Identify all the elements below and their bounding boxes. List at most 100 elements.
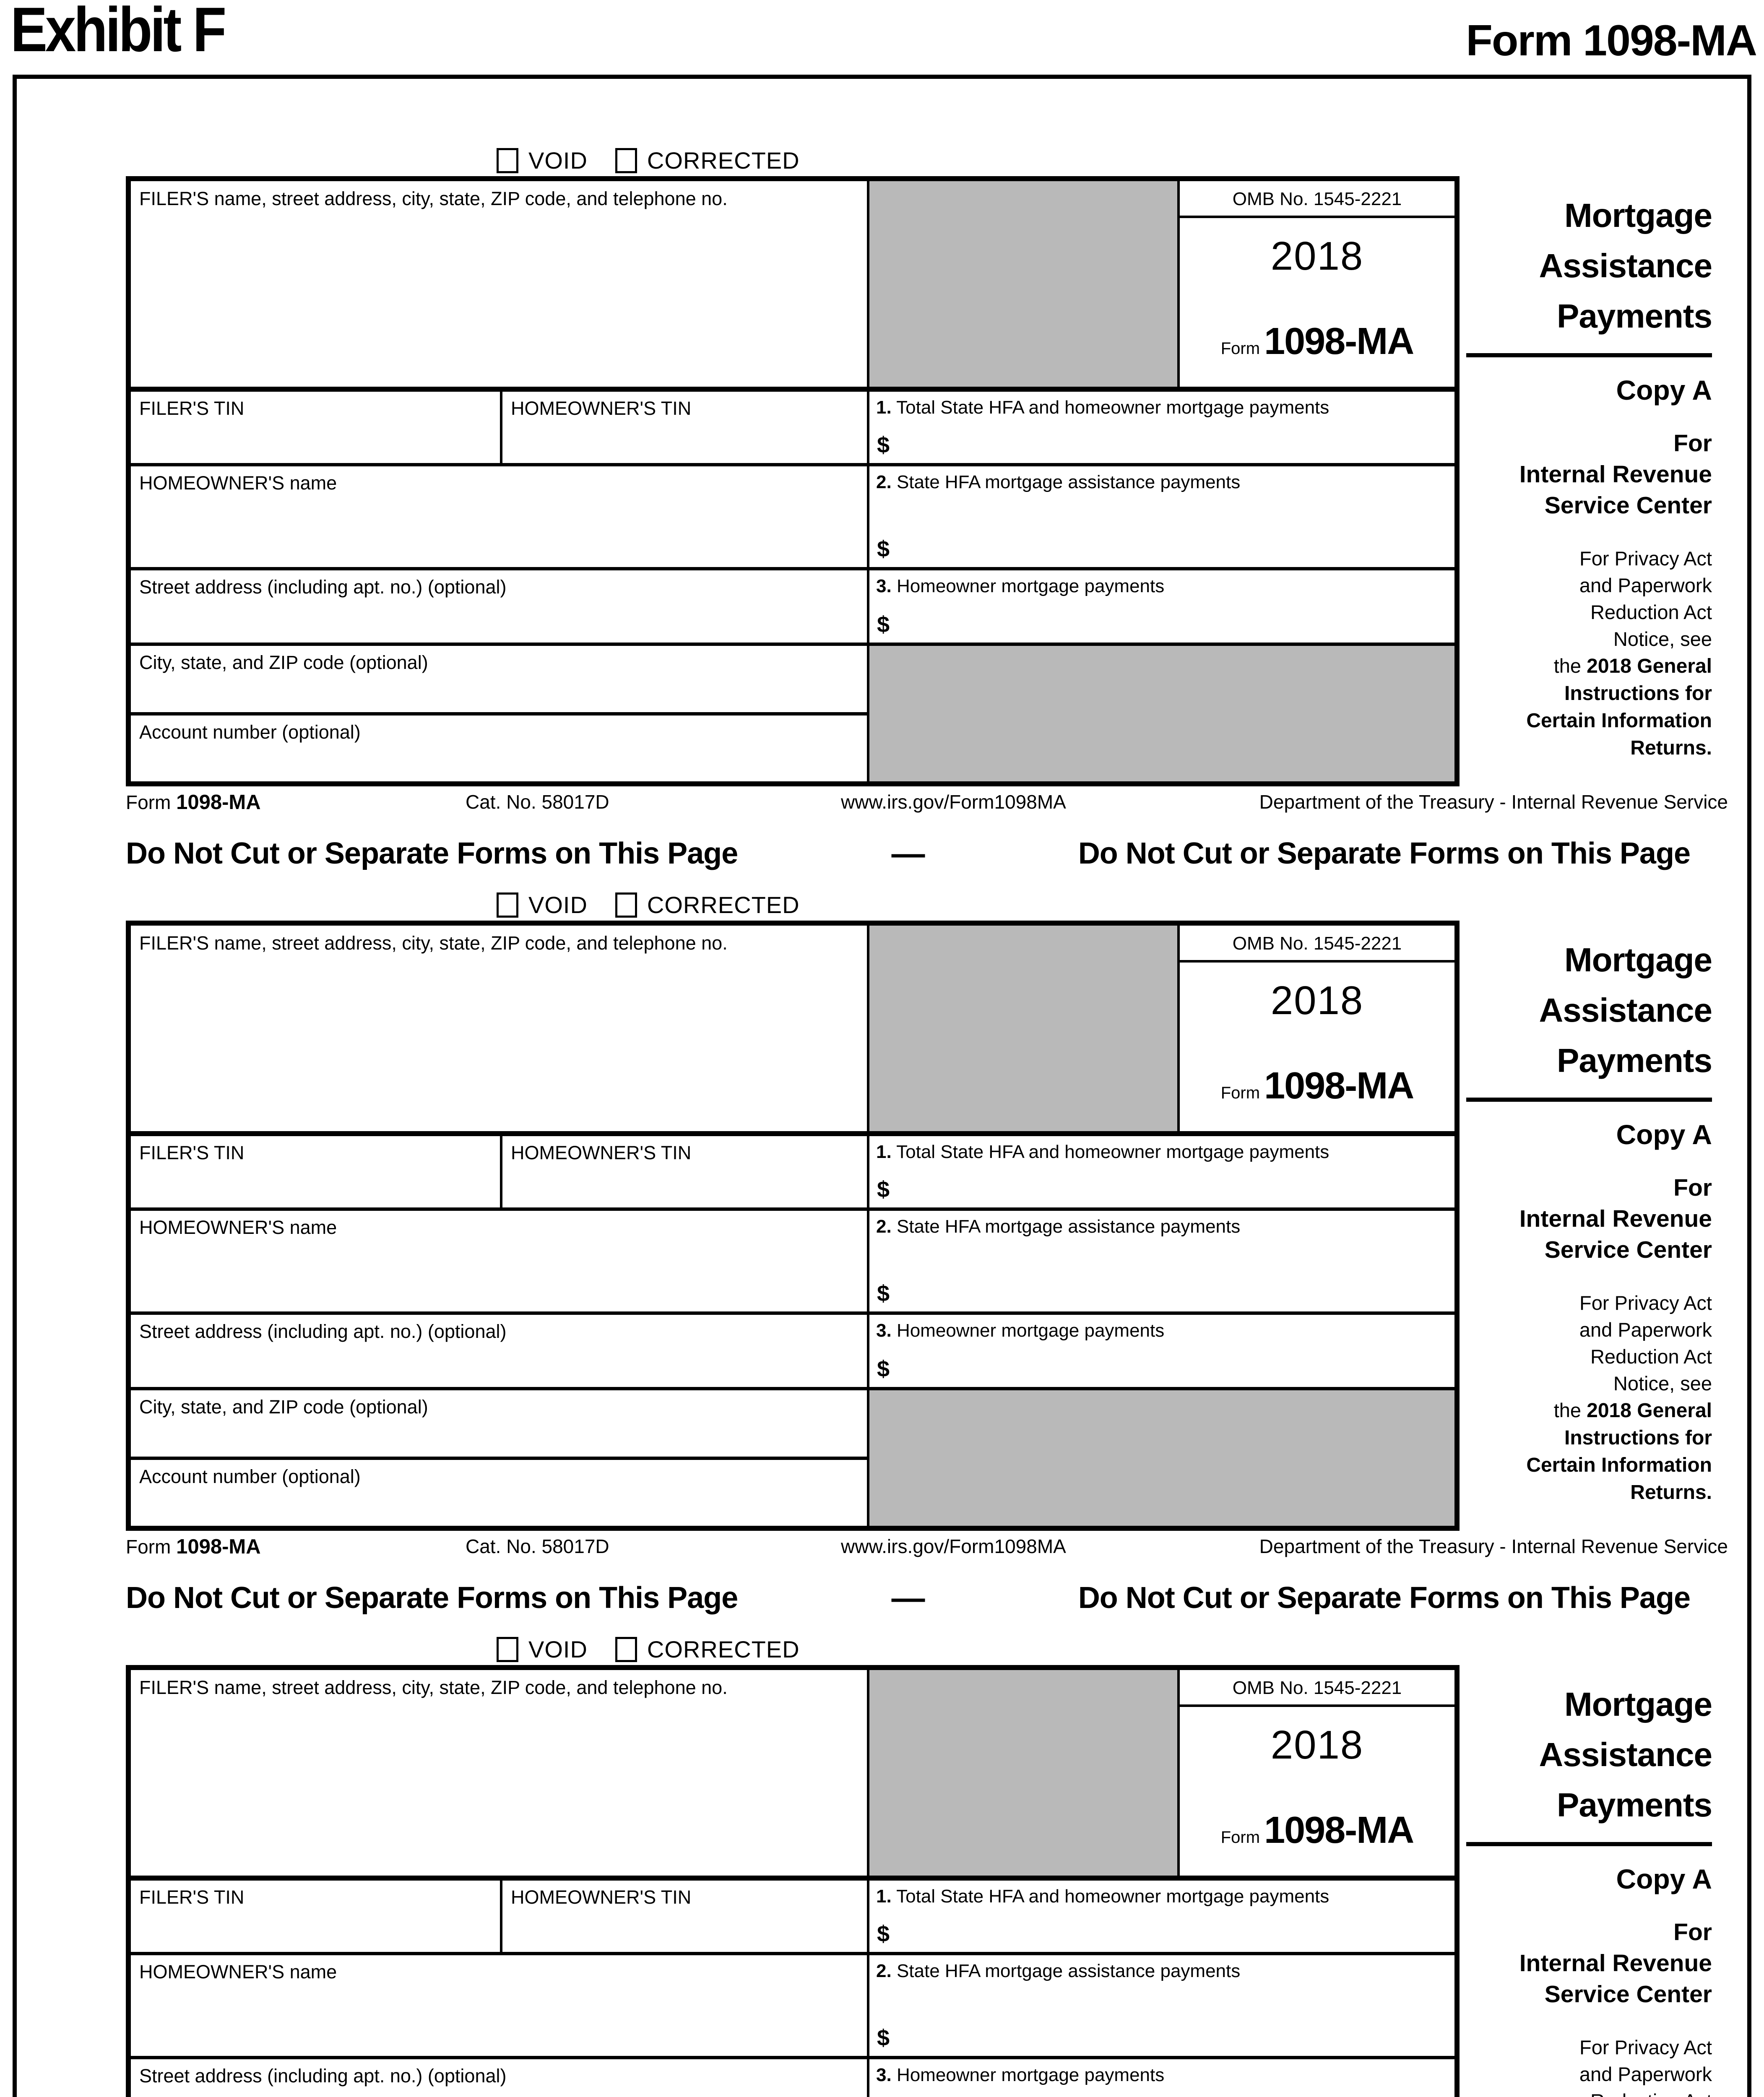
box3-amount-field[interactable]: 3. Homeowner mortgage payments $ bbox=[867, 570, 1454, 643]
box2-amount-field[interactable]: 2. State HFA mortgage assistance payment… bbox=[867, 1211, 1454, 1311]
form-word: Form bbox=[1220, 1828, 1260, 1847]
box1-amount-field[interactable]: 1. Total State HFA and homeowner mortgag… bbox=[867, 1136, 1454, 1207]
city-state-zip-label: City, state, and ZIP code (optional) bbox=[139, 652, 428, 673]
void-checkbox[interactable] bbox=[497, 1636, 518, 1662]
box3-label: Homeowner mortgage payments bbox=[896, 1320, 1165, 1341]
homeowner-tin-field[interactable]: HOMEOWNER'S TIN bbox=[500, 1881, 867, 1952]
privacy-line: Certain Information bbox=[1526, 710, 1712, 732]
filer-tin-field[interactable]: FILER'S TIN bbox=[131, 1136, 500, 1207]
shaded-box-bottom bbox=[867, 646, 1454, 781]
irs-url: www.irs.gov/Form1098MA bbox=[841, 1535, 1066, 1557]
row-name-box2: HOMEOWNER'S name 2. State HFA mortgage a… bbox=[131, 463, 1454, 567]
homeowner-tin-label: HOMEOWNER'S TIN bbox=[511, 1142, 692, 1163]
homeowner-name-field[interactable]: HOMEOWNER'S name bbox=[131, 1955, 867, 2056]
copy-a-label: Copy A bbox=[1616, 1863, 1712, 1894]
account-number-field[interactable]: Account number (optional) bbox=[131, 715, 867, 781]
row-filer-name: FILER'S name, street address, city, stat… bbox=[131, 181, 1454, 387]
box1-label: Total State HFA and homeowner mortgage p… bbox=[896, 397, 1330, 418]
form-body: FILER'S name, street address, city, stat… bbox=[126, 1665, 1715, 2097]
filer-name-label: FILER'S name, street address, city, stat… bbox=[139, 188, 728, 209]
privacy-line: and Paperwork bbox=[1579, 1319, 1712, 1341]
row-tins-box1: FILER'S TIN HOMEOWNER'S TIN 1. Total Sta… bbox=[131, 1876, 1454, 1952]
homeowner-name-field[interactable]: HOMEOWNER'S name bbox=[131, 1211, 867, 1311]
box3-dollar-sign: $ bbox=[877, 1356, 890, 1382]
form-title-line: Mortgage bbox=[1564, 941, 1712, 978]
form-grid: FILER'S name, street address, city, stat… bbox=[126, 176, 1460, 786]
homeowner-tin-field[interactable]: HOMEOWNER'S TIN bbox=[500, 392, 867, 463]
homeowner-name-field[interactable]: HOMEOWNER'S name bbox=[131, 466, 867, 567]
void-label: VOID bbox=[528, 1636, 588, 1663]
row-tins-box1: FILER'S TIN HOMEOWNER'S TIN 1. Total Sta… bbox=[131, 1131, 1454, 1207]
right-column: Mortgage Assistance Payments Copy A For … bbox=[1466, 921, 1712, 1506]
omb-year-box: OMB No. 1545-2221 2018 Form 1098-MA bbox=[1177, 181, 1454, 387]
privacy-line: the 2018 General bbox=[1553, 655, 1712, 677]
row-name-box2: HOMEOWNER'S name 2. State HFA mortgage a… bbox=[131, 1207, 1454, 1311]
box1-amount-field[interactable]: 1. Total State HFA and homeowner mortgag… bbox=[867, 392, 1454, 463]
separator-text-right: Do Not Cut or Separate Forms on This Pag… bbox=[1078, 1581, 1691, 1615]
privacy-line: Notice, see bbox=[1613, 1372, 1712, 1395]
title-divider-rule bbox=[1466, 1098, 1712, 1102]
box2-amount-field[interactable]: 2. State HFA mortgage assistance payment… bbox=[867, 466, 1454, 567]
privacy-line: and Paperwork bbox=[1579, 2063, 1712, 2085]
privacy-act-notice: For Privacy Act and Paperwork Reduction … bbox=[1466, 2034, 1712, 2097]
copy-destination-line: Service Center bbox=[1544, 1236, 1712, 1263]
box2-amount-field[interactable]: 2. State HFA mortgage assistance payment… bbox=[867, 1955, 1454, 2056]
filer-tin-field[interactable]: FILER'S TIN bbox=[131, 1881, 500, 1952]
form-footer: Form 1098-MA Cat. No. 58017D www.irs.gov… bbox=[126, 1535, 1728, 1562]
copy-destination: For Internal Revenue Service Center bbox=[1466, 1917, 1712, 2010]
corrected-checkbox[interactable] bbox=[615, 148, 637, 173]
exhibit-label: Exhibit F bbox=[10, 0, 226, 65]
box1-amount-field[interactable]: 1. Total State HFA and homeowner mortgag… bbox=[867, 1881, 1454, 1952]
form-title-line: Payments bbox=[1557, 297, 1712, 335]
box2-label: State HFA mortgage assistance payments bbox=[896, 1961, 1241, 1981]
account-number-label: Account number (optional) bbox=[139, 721, 361, 743]
void-checkbox[interactable] bbox=[497, 892, 518, 918]
tax-year: 2018 bbox=[1270, 234, 1364, 278]
void-checkbox[interactable] bbox=[497, 148, 518, 173]
privacy-line: Returns. bbox=[1630, 1481, 1712, 1504]
tax-year: 2018 bbox=[1270, 1722, 1364, 1767]
row-street-box3: Street address (including apt. no.) (opt… bbox=[131, 567, 1454, 643]
form-title-line: Assistance bbox=[1539, 247, 1712, 284]
corrected-checkbox[interactable] bbox=[615, 1636, 637, 1662]
filer-name-field[interactable]: FILER'S name, street address, city, stat… bbox=[131, 926, 867, 1131]
filer-tin-field[interactable]: FILER'S TIN bbox=[131, 392, 500, 463]
homeowner-tin-field[interactable]: HOMEOWNER'S TIN bbox=[500, 1136, 867, 1207]
form-title-line: Assistance bbox=[1539, 1736, 1712, 1773]
box3-amount-field[interactable]: 3. Homeowner mortgage payments $ bbox=[867, 2059, 1454, 2097]
form-title-line: Mortgage bbox=[1564, 197, 1712, 234]
account-number-field[interactable]: Account number (optional) bbox=[131, 1460, 867, 1526]
filer-name-field[interactable]: FILER'S name, street address, city, stat… bbox=[131, 181, 867, 387]
filer-name-field[interactable]: FILER'S name, street address, city, stat… bbox=[131, 1670, 867, 1876]
copy-destination: For Internal Revenue Service Center bbox=[1466, 428, 1712, 521]
title-divider-rule bbox=[1466, 1842, 1712, 1846]
form-1098ma-copy: VOID CORRECTED FILER'S name, street addr… bbox=[126, 889, 1728, 1562]
catalog-number: Cat. No. 58017D bbox=[466, 791, 609, 813]
privacy-line: For Privacy Act bbox=[1579, 547, 1712, 570]
box2-label: State HFA mortgage assistance payments bbox=[896, 1216, 1241, 1237]
privacy-line: the 2018 General bbox=[1553, 1399, 1712, 1422]
form-body: FILER'S name, street address, city, stat… bbox=[126, 176, 1715, 786]
do-not-cut-separator: Do Not Cut or Separate Forms on This Pag… bbox=[126, 1562, 1691, 1634]
box3-amount-field[interactable]: 3. Homeowner mortgage payments $ bbox=[867, 1315, 1454, 1387]
box3-label: Homeowner mortgage payments bbox=[896, 576, 1165, 596]
street-address-field[interactable]: Street address (including apt. no.) (opt… bbox=[131, 2059, 867, 2097]
box3-number: 3. bbox=[876, 1320, 892, 1341]
omb-year-box: OMB No. 1545-2221 2018 Form 1098-MA bbox=[1177, 1670, 1454, 1876]
box2-number: 2. bbox=[876, 472, 892, 492]
privacy-line: Certain Information bbox=[1526, 1454, 1712, 1476]
city-state-zip-field[interactable]: City, state, and ZIP code (optional) bbox=[131, 646, 867, 715]
street-address-field[interactable]: Street address (including apt. no.) (opt… bbox=[131, 570, 867, 643]
copy-destination-line: Service Center bbox=[1544, 1981, 1712, 2008]
city-state-zip-field[interactable]: City, state, and ZIP code (optional) bbox=[131, 1390, 867, 1460]
street-address-field[interactable]: Street address (including apt. no.) (opt… bbox=[131, 1315, 867, 1387]
form-word: Form bbox=[1220, 1084, 1260, 1102]
form-number: 1098-MA bbox=[1264, 320, 1414, 362]
homeowner-tin-label: HOMEOWNER'S TIN bbox=[511, 1886, 692, 1908]
row-city-account: City, state, and ZIP code (optional) Acc… bbox=[131, 643, 1454, 781]
row-street-box3: Street address (including apt. no.) (opt… bbox=[131, 2056, 1454, 2097]
box2-number: 2. bbox=[876, 1216, 892, 1237]
street-address-label: Street address (including apt. no.) (opt… bbox=[139, 576, 507, 598]
corrected-checkbox[interactable] bbox=[615, 892, 637, 918]
homeowner-tin-label: HOMEOWNER'S TIN bbox=[511, 398, 692, 419]
